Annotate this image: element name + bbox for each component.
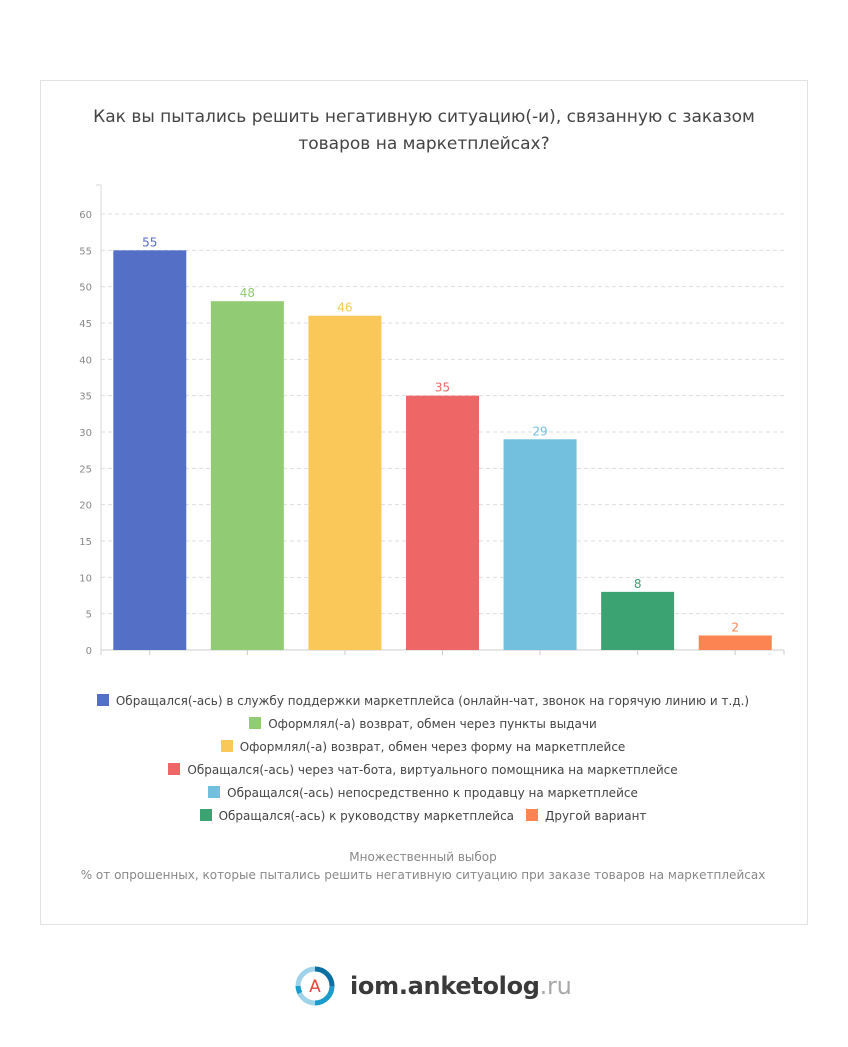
legend-swatch xyxy=(199,809,212,821)
data-label: 35 xyxy=(435,381,450,395)
data-label: 48 xyxy=(240,286,255,300)
legend-item[interactable]: Другой вариант xyxy=(526,805,646,828)
chart-title: Как вы пытались решить негативную ситуац… xyxy=(0,104,848,158)
legend-swatch xyxy=(96,694,109,706)
legend-row: Оформлял(-а) возврат, обмен через форму … xyxy=(40,736,806,759)
chart-legend: Обращался(-ась) в службу поддержки марке… xyxy=(40,690,806,828)
y-tick-label: 10 xyxy=(79,573,92,584)
legend-label: Оформлял(-а) возврат, обмен через пункты… xyxy=(268,717,597,731)
data-label: 8 xyxy=(634,577,642,591)
legend-item[interactable]: Обращался(-ась) через чат-бота, виртуаль… xyxy=(168,759,678,782)
legend-item[interactable]: Обращался(-ась) в службу поддержки марке… xyxy=(96,690,750,713)
data-label: 46 xyxy=(337,301,352,315)
bar xyxy=(601,591,675,650)
legend-swatch xyxy=(168,763,181,775)
legend-label: Другой вариант xyxy=(545,809,647,823)
legend-row: Оформлял(-а) возврат, обмен через пункты… xyxy=(40,713,806,736)
bar xyxy=(210,301,284,650)
data-label: 29 xyxy=(532,424,547,438)
legend-item[interactable]: Оформлял(-а) возврат, обмен через пункты… xyxy=(249,713,597,736)
note-percent-basis: % от опрошенных, которые пытались решить… xyxy=(80,868,766,882)
legend-swatch xyxy=(249,717,262,729)
legend-label: Обращался(-ась) в службу поддержки марке… xyxy=(115,694,750,708)
y-tick-label: 20 xyxy=(79,501,92,512)
chart-notes: Множественный выбор % от опрошенных, кот… xyxy=(40,848,806,884)
bar xyxy=(406,395,479,650)
legend-swatch xyxy=(208,786,221,798)
bar xyxy=(503,439,577,650)
y-tick-label: 55 xyxy=(79,246,92,257)
data-label: 55 xyxy=(142,235,157,249)
data-label: 2 xyxy=(731,620,739,634)
y-tick-label: 45 xyxy=(79,319,92,330)
bar-chart: 0 5 10 15 20 25 30 35 40 45 50 55 60 55 48 46 35 29 8 2 xyxy=(79,184,785,657)
chart-title-line-2: товаров на маркетплейсах? xyxy=(298,134,550,154)
legend-swatch xyxy=(220,740,233,752)
bar xyxy=(308,315,382,650)
legend-label: Оформлял(-а) возврат, обмен через форму … xyxy=(239,740,626,754)
legend-row: Обращался(-ась) к руководству маркетплей… xyxy=(40,805,806,828)
y-tick-label: 60 xyxy=(79,210,92,221)
legend-item[interactable]: Обращался(-ась) непосредственно к продав… xyxy=(208,782,638,805)
bar xyxy=(113,250,187,651)
y-tick-label: 25 xyxy=(79,464,92,475)
legend-label: Обращался(-ась) непосредственно к продав… xyxy=(227,786,638,800)
y-tick-label: 30 xyxy=(79,428,92,439)
legend-row: Обращался(-ась) через чат-бота, виртуаль… xyxy=(40,759,806,782)
y-tick-label: 5 xyxy=(86,610,92,621)
y-tick-label: 40 xyxy=(79,355,92,366)
y-tick-label: 15 xyxy=(79,537,92,548)
bar xyxy=(698,635,772,650)
y-tick-label: 50 xyxy=(79,283,92,294)
legend-row: Обращался(-ась) в службу поддержки марке… xyxy=(40,690,806,713)
legend-item[interactable]: Обращался(-ась) к руководству маркетплей… xyxy=(199,805,515,828)
chart-title-line-1: Как вы пытались решить негативную ситуац… xyxy=(93,107,755,127)
legend-item[interactable]: Оформлял(-а) возврат, обмен через форму … xyxy=(220,736,626,759)
anketolog-logo-icon: А xyxy=(295,966,335,1006)
legend-swatch xyxy=(526,809,539,821)
logo-letter: А xyxy=(309,977,321,997)
legend-label: Обращался(-ась) через чат-бота, виртуаль… xyxy=(187,763,678,777)
y-tick-label: 0 xyxy=(86,646,92,657)
note-multiple-choice: Множественный выбор xyxy=(349,850,497,864)
brand-name: iom.anketolog.ru xyxy=(350,972,572,1000)
y-tick-label: 35 xyxy=(79,392,92,403)
legend-row: Обращался(-ась) непосредственно к продав… xyxy=(40,782,806,805)
legend-label: Обращался(-ась) к руководству маркетплей… xyxy=(218,809,515,823)
brand-logo[interactable]: А iom.anketolog.ru xyxy=(292,962,572,1010)
